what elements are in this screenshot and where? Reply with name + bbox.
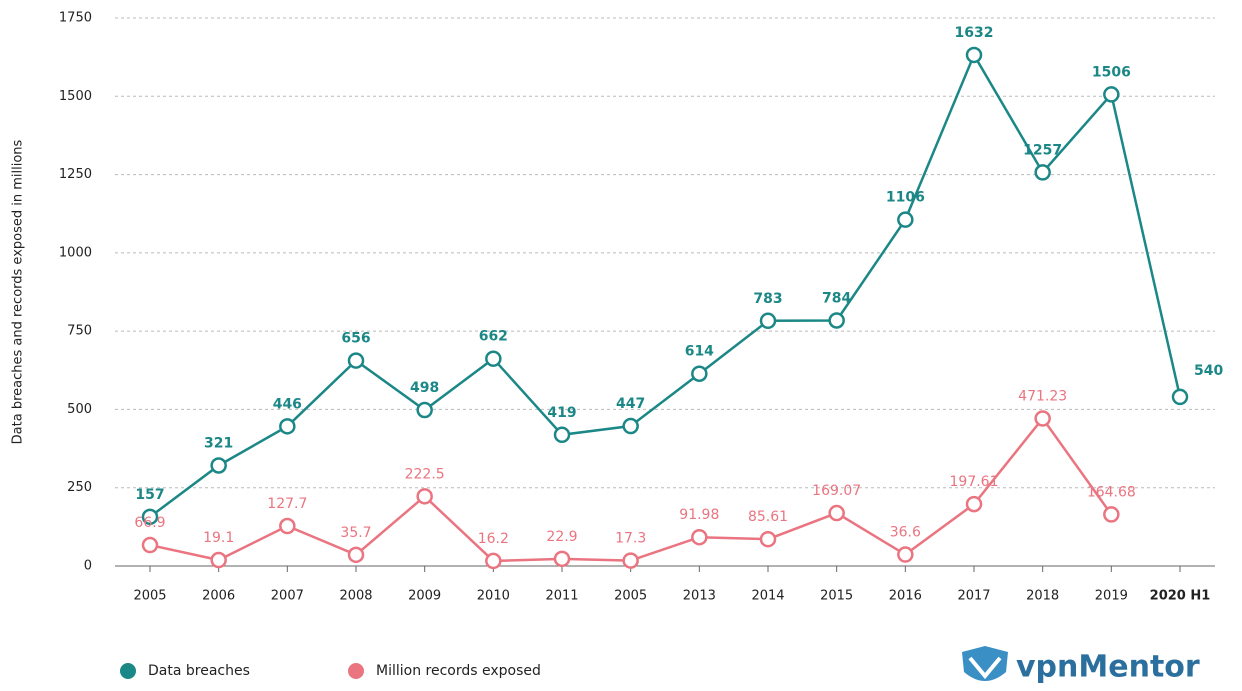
brand-icon bbox=[962, 646, 1008, 681]
point bbox=[279, 517, 296, 535]
x-tick-label: 2018 bbox=[1026, 589, 1059, 604]
x-tick-label: 2005 bbox=[133, 589, 166, 604]
data-label: 85.61 bbox=[748, 509, 788, 525]
legend-label: Data breaches bbox=[148, 663, 250, 679]
point bbox=[897, 211, 914, 228]
data-label: 656 bbox=[341, 331, 370, 347]
x-tick-label: 2008 bbox=[339, 589, 372, 604]
y-tick-label: 1750 bbox=[59, 11, 92, 26]
data-label: 1257 bbox=[1023, 142, 1062, 158]
data-label: 1106 bbox=[886, 190, 925, 206]
point bbox=[759, 312, 777, 330]
brand-icon-mark bbox=[968, 656, 1002, 680]
data-label: 66.9 bbox=[134, 515, 165, 531]
data-label: 540 bbox=[1194, 363, 1223, 379]
point bbox=[553, 550, 571, 568]
point bbox=[828, 504, 845, 522]
data-label: 169.07 bbox=[812, 483, 861, 499]
y-tick-label: 0 bbox=[84, 559, 92, 574]
point bbox=[485, 552, 502, 570]
point bbox=[622, 552, 639, 569]
data-label: 19.1 bbox=[203, 530, 234, 546]
y-tick-label: 1250 bbox=[59, 167, 92, 182]
data-label: 783 bbox=[753, 291, 782, 307]
data-label: 1506 bbox=[1092, 64, 1131, 80]
point bbox=[416, 488, 433, 505]
point bbox=[622, 417, 639, 435]
point bbox=[691, 528, 708, 546]
data-label: 222.5 bbox=[405, 466, 445, 482]
data-label: 17.3 bbox=[615, 531, 646, 547]
data-label: 419 bbox=[547, 405, 576, 421]
legend-label: Million records exposed bbox=[376, 663, 541, 679]
brand: vpnMentor bbox=[1016, 650, 1200, 685]
point bbox=[347, 546, 365, 564]
y-tick-label: 750 bbox=[67, 324, 92, 339]
y-tick-label: 250 bbox=[67, 480, 92, 495]
x-tick-label: 2014 bbox=[751, 589, 784, 604]
point bbox=[965, 46, 983, 64]
data-label: 784 bbox=[822, 290, 851, 306]
point bbox=[141, 536, 159, 554]
point bbox=[691, 365, 708, 382]
x-tick-label: 2007 bbox=[271, 589, 304, 604]
point bbox=[553, 426, 571, 444]
x-tick-label: 2010 bbox=[477, 589, 510, 604]
point bbox=[279, 418, 296, 435]
data-label: 1632 bbox=[955, 25, 994, 41]
point bbox=[416, 401, 433, 419]
data-label: 157 bbox=[135, 487, 164, 503]
point bbox=[210, 457, 227, 474]
data-label: 16.2 bbox=[478, 531, 509, 547]
point bbox=[1034, 164, 1051, 181]
legend-swatch bbox=[120, 663, 136, 679]
data-label: 471.23 bbox=[1018, 388, 1067, 404]
series-line bbox=[149, 52, 1182, 518]
data-label: 498 bbox=[410, 380, 439, 396]
data-label: 614 bbox=[685, 344, 714, 360]
data-label: 127.7 bbox=[267, 496, 307, 512]
data-label: 91.98 bbox=[679, 507, 719, 523]
x-tick-label: 2009 bbox=[408, 589, 441, 604]
x-tick-label: 2011 bbox=[545, 589, 578, 604]
point bbox=[1171, 388, 1189, 406]
data-label: 321 bbox=[204, 435, 233, 451]
point bbox=[965, 495, 983, 513]
data-label: 22.9 bbox=[546, 529, 577, 545]
x-tick-label: 2005 bbox=[614, 589, 647, 604]
x-tick-label: 2013 bbox=[683, 589, 716, 604]
data-label: 36.6 bbox=[890, 525, 921, 541]
y-tick-label: 500 bbox=[67, 402, 92, 417]
data-label: 662 bbox=[479, 329, 508, 345]
point bbox=[759, 530, 777, 548]
y-axis-label: Data breaches and records exposed in mil… bbox=[11, 139, 26, 444]
x-tick-label: 2019 bbox=[1095, 589, 1128, 604]
point bbox=[1034, 410, 1051, 427]
x-tick-label: 2017 bbox=[957, 589, 990, 604]
data-label: 447 bbox=[616, 396, 645, 412]
y-tick-label: 1500 bbox=[59, 89, 92, 104]
x-tick-label: 2020 H1 bbox=[1150, 589, 1211, 604]
point bbox=[1103, 506, 1120, 523]
data-label: 35.7 bbox=[340, 525, 371, 541]
point bbox=[347, 352, 365, 369]
point bbox=[485, 350, 502, 367]
x-tick-label: 2015 bbox=[820, 589, 853, 604]
data-label: 164.68 bbox=[1087, 484, 1136, 500]
data-label: 446 bbox=[273, 396, 302, 412]
legend-swatch bbox=[348, 663, 364, 679]
x-tick-label: 2006 bbox=[202, 589, 235, 604]
point bbox=[210, 551, 227, 569]
point bbox=[141, 508, 159, 526]
y-tick-label: 1000 bbox=[59, 245, 92, 260]
data-label: 197.61 bbox=[950, 474, 999, 490]
point bbox=[897, 546, 914, 563]
point bbox=[828, 312, 845, 329]
x-tick-label: 2016 bbox=[889, 589, 922, 604]
point bbox=[1103, 86, 1120, 103]
